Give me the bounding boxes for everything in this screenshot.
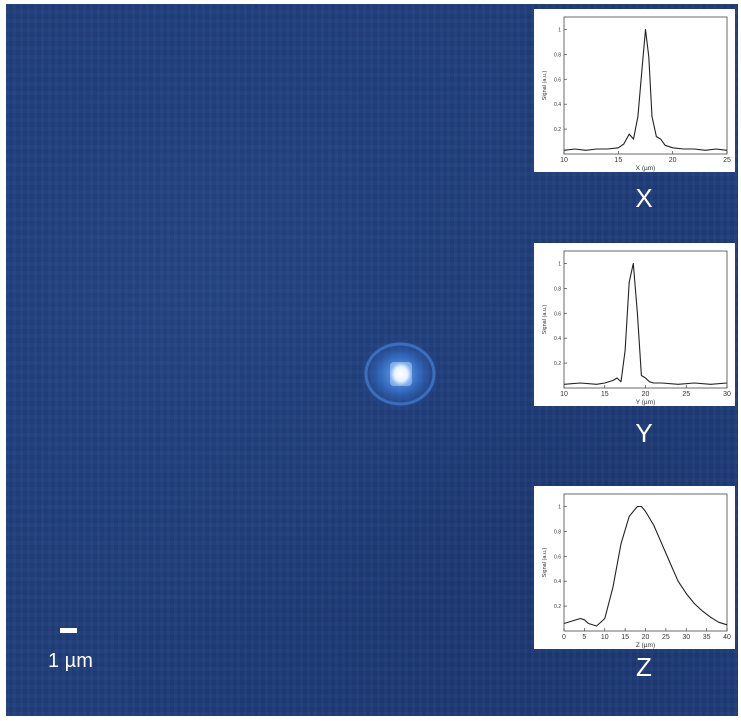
x-tick-label: 15 (614, 157, 622, 164)
x-tick-label: 15 (601, 391, 609, 398)
y-tick-label: 1 (558, 261, 561, 267)
scale-bar-line (60, 628, 77, 633)
x-tick-label: 25 (662, 634, 670, 641)
x-tick-label: 30 (723, 391, 731, 398)
y-tick-label: 0.6 (554, 77, 561, 83)
y-profile-chart: 10 15 20 25 30 0.2 0.4 0.6 0.8 1 Y (µm) Signal (a.u… (542, 250, 731, 406)
x-axis-label: Z (µm) (636, 642, 655, 649)
y-tick-label: 0.2 (554, 361, 561, 367)
x-tick-label: 20 (669, 157, 677, 164)
z-profile-inset: 0 5 10 15 20 25 30 35 40 0.2 0.4 0.6 0.8 1 Z (µm) Signa… (534, 486, 735, 649)
x-tick-label: 10 (560, 391, 568, 398)
y-tick-label: 0.6 (554, 311, 561, 317)
y-axis-label: Signal (a.u.) (542, 71, 548, 101)
y-tick-label: 1 (558, 27, 561, 33)
spot-core (390, 362, 412, 386)
x-tick-label: 10 (560, 157, 568, 164)
y-profile-label: Y (635, 418, 653, 448)
profile-line (563, 505, 728, 627)
plot-frame (563, 250, 728, 389)
x-tick-label: 35 (703, 634, 711, 641)
x-tick-label: 5 (582, 634, 586, 641)
x-tick-label: 25 (723, 157, 731, 164)
x-tick-label: 40 (723, 634, 731, 641)
x-profile-chart: 10 15 20 25 0.2 0.4 0.6 0.8 1 X (µm) Signal (a.u.) (542, 16, 731, 172)
z-profile-label: Z (636, 652, 652, 682)
scale-bar-label: 1 µm (48, 650, 93, 672)
y-tick-label: 0.8 (554, 286, 561, 292)
x-axis-label: Y (µm) (636, 399, 656, 406)
y-tick-label: 0.6 (554, 554, 561, 560)
x-profile-label: X (635, 183, 653, 213)
x-tick-label: 20 (642, 391, 650, 398)
y-tick-label: 0.4 (554, 336, 561, 342)
x-axis-label: X (µm) (636, 165, 656, 172)
y-tick-label: 0.2 (554, 127, 561, 133)
plot-frame (563, 16, 728, 155)
x-profile-inset: 10 15 20 25 0.2 0.4 0.6 0.8 1 X (µm) Signal (a.u.) (534, 9, 735, 172)
x-tick-label: 10 (601, 634, 609, 641)
y-tick-label: 1 (558, 504, 561, 510)
spot-ring (364, 342, 436, 406)
y-tick-label: 0.2 (554, 604, 561, 610)
z-profile-chart: 0 5 10 15 20 25 30 35 40 0.2 0.4 0.6 0.8 1 Z (µm) Signa… (542, 493, 731, 649)
x-tick-label: 30 (682, 634, 690, 641)
profile-line (563, 262, 728, 385)
y-tick-label: 0.8 (554, 52, 561, 58)
x-tick-label: 25 (682, 391, 690, 398)
x-tick-label: 0 (562, 634, 566, 641)
y-tick-label: 0.8 (554, 529, 561, 535)
profile-line (563, 28, 728, 151)
x-tick-label: 20 (642, 634, 650, 641)
scale-bar: 1 µm (42, 628, 122, 672)
y-tick-label: 0.4 (554, 579, 561, 585)
y-axis-label: Signal (a.u.) (542, 305, 548, 335)
y-axis-label: Signal (a.u.) (542, 548, 548, 578)
x-tick-label: 15 (621, 634, 629, 641)
y-profile-inset: 10 15 20 25 30 0.2 0.4 0.6 0.8 1 Y (µm) Signal (a.u… (534, 243, 735, 406)
point-spread-spot (356, 334, 444, 414)
y-tick-label: 0.4 (554, 102, 561, 108)
